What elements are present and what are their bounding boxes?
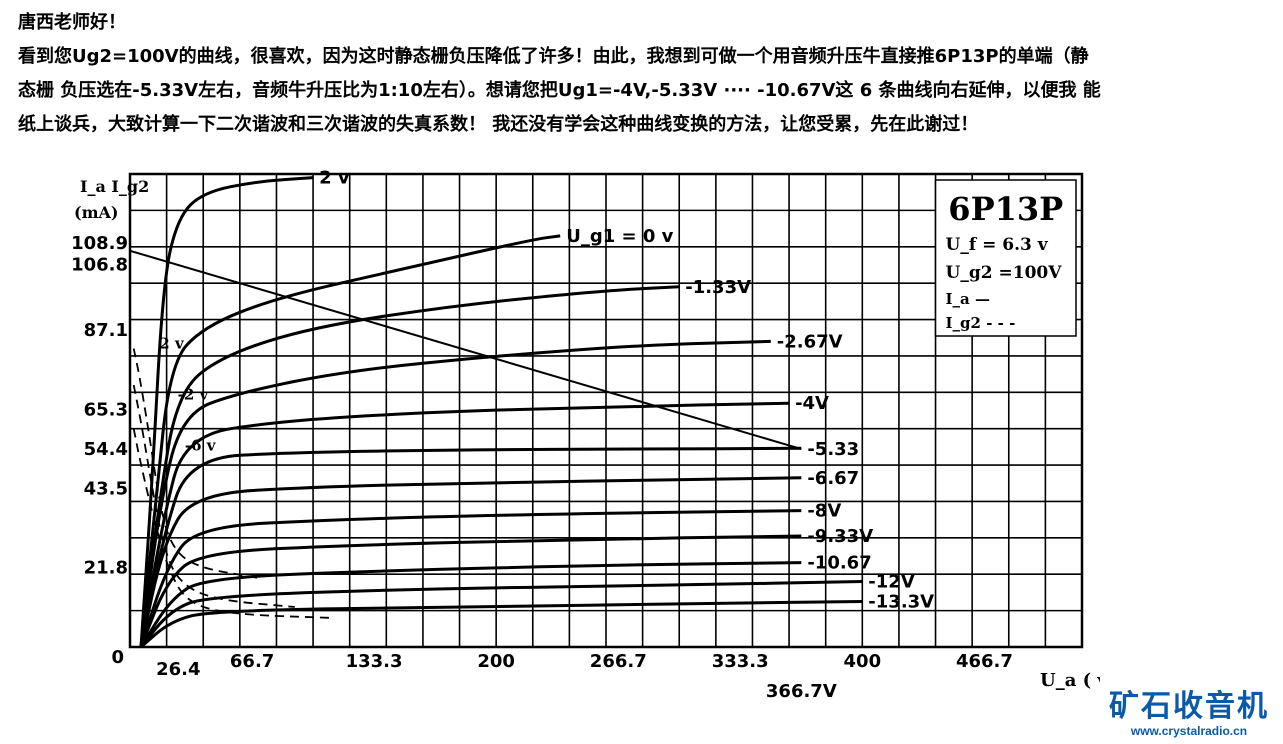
y-axis-unit: (mA): [74, 203, 118, 222]
x-axis-title: U_a ( v ): [1040, 670, 1100, 691]
plate-characteristics-chart: 6P13P U_f = 6.3 v U_g2 =100V I_a — I_g2 - - …: [71, 168, 1100, 700]
x-tick-label: 333.3: [712, 651, 769, 672]
screen-curve: [132, 348, 259, 579]
x-tick-label: 400: [844, 651, 882, 672]
plate-curve-label: -2.67V: [777, 331, 843, 352]
post-line-2: 态栅 负压选在-5.33V左右，音频牛升压比为1:10左右）。想请您把Ug1=-…: [18, 80, 1101, 101]
plate-curve: [139, 234, 561, 648]
plate-curve-label: U_g1 = 0 v: [566, 226, 673, 247]
x-tick-label: 266.7: [590, 651, 647, 672]
plate-curve: [139, 339, 771, 648]
plate-curve: [139, 561, 802, 648]
y-tick-label: 43.5: [84, 479, 128, 500]
legend-ig2: I_g2 - - -: [946, 314, 1016, 332]
plate-curve: [139, 534, 802, 648]
x-tick-label: 133.3: [346, 651, 403, 672]
site-watermark: 矿石收音机 www.crystalradio.cn: [1109, 690, 1269, 738]
y-tick-label: 87.1: [84, 320, 128, 341]
x-tick-label: 66.7: [230, 651, 274, 672]
tube-name: 6P13P: [948, 190, 1063, 228]
plate-curve-label: -10.67: [807, 553, 871, 574]
screen-curve-label: -6 v: [185, 437, 217, 455]
plate-curve-label: -6.67: [807, 468, 859, 489]
plate-curve-label: -12V: [868, 572, 915, 593]
y-tick-label: 106.8: [71, 254, 128, 275]
plate-curve: [139, 176, 314, 648]
plate-curve-label: -13.3V: [868, 592, 934, 613]
plate-curve: [140, 600, 863, 649]
x-tick-label: 26.4: [156, 659, 200, 680]
forum-post: 唐西老师好！ 看到您Ug2=100V的曲线，很喜欢，因为这时静态栅负压降低了许多…: [18, 6, 1268, 142]
y-tick-label: 54.4: [84, 439, 128, 460]
plot-frame: [128, 172, 1084, 649]
plate-curve-label: -9.33V: [807, 526, 873, 547]
load-line: [129, 249, 802, 451]
plate-curve-label: -4V: [795, 393, 829, 414]
post-line-1: 看到您Ug2=100V的曲线，很喜欢，因为这时静态栅负压降低了许多！由此，我想到…: [18, 46, 1089, 67]
y-axis-title: I_a I_g2: [80, 177, 149, 196]
x-tick-label: 466.7: [956, 651, 1013, 672]
plate-curve: [139, 401, 790, 648]
plate-curve: [139, 580, 863, 648]
watermark-url: www.crystalradio.cn: [1130, 724, 1248, 738]
plate-curve: [139, 446, 802, 648]
y-tick-label: 108.9: [71, 233, 128, 254]
y-tick-label: 21.8: [84, 558, 128, 579]
x-tick-origin: 0: [111, 647, 124, 668]
plate-curve: [139, 476, 802, 648]
y-tick-label: 65.3: [84, 399, 128, 420]
post-greeting: 唐西老师好！: [18, 12, 126, 33]
param-ug2: U_g2 =100V: [946, 263, 1063, 283]
x-tick-label: 200: [477, 651, 515, 672]
tube-info-box: [934, 179, 1077, 337]
param-uf: U_f = 6.3 v: [946, 235, 1049, 255]
post-line-3: 纸上谈兵，大致计算一下二次谐波和三次谐波的失真系数！ 我还没有学会这种曲线变换的…: [18, 114, 979, 135]
plate-curve-label: -5.33: [807, 439, 859, 460]
screen-curve: [132, 384, 295, 608]
screen-curve-label: 2 v: [159, 335, 185, 353]
x-tick-label: 366.7V: [766, 681, 837, 700]
plate-curve-label: -1.33V: [685, 277, 751, 298]
plate-curve-label: -8V: [807, 501, 841, 522]
legend-ia: I_a —: [946, 290, 990, 308]
plate-curve: [139, 509, 802, 648]
plate-curve: [139, 285, 680, 648]
plate-curve-label: 2 v: [319, 168, 350, 189]
watermark-logo: 矿石收音机: [1109, 690, 1269, 723]
